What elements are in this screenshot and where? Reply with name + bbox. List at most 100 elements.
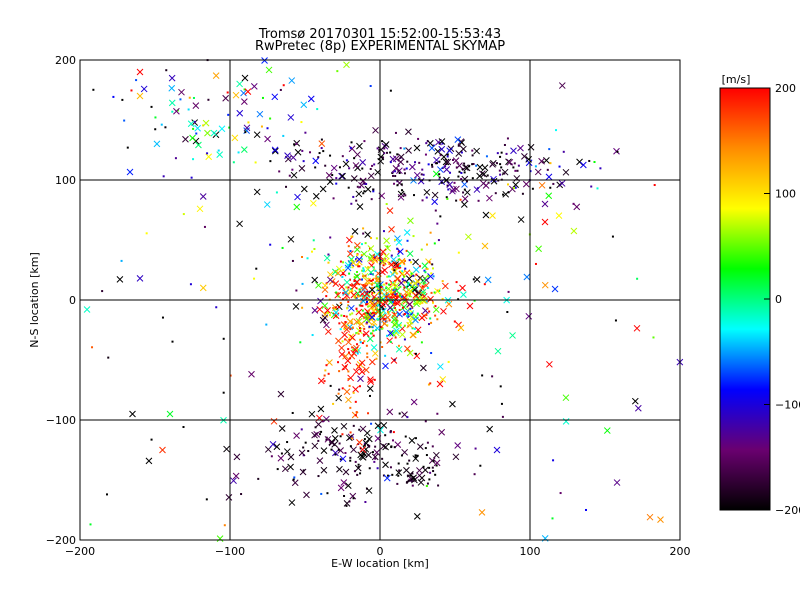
scatter-point: [354, 400, 357, 403]
scatter-point: [486, 425, 494, 433]
scatter-point: [513, 175, 521, 182]
scatter-point: [378, 280, 381, 283]
scatter-point: [356, 185, 359, 188]
scatter-point: [603, 427, 611, 434]
scatter-point: [334, 308, 337, 311]
scatter-point: [353, 470, 356, 473]
scatter-point: [312, 157, 320, 165]
scatter-point: [446, 155, 449, 158]
scatter-point: [345, 315, 348, 318]
scatter-point: [387, 312, 390, 315]
scatter-point: [350, 446, 357, 454]
scatter-point: [500, 166, 503, 169]
scatter-point: [341, 273, 344, 276]
y-axis-label: N-S location [km]: [28, 252, 41, 348]
scatter-point: [386, 310, 389, 313]
scatter-point: [365, 487, 373, 494]
scatter-point: [535, 245, 542, 253]
scatter-point: [339, 301, 342, 304]
scatter-point: [439, 215, 442, 218]
scatter-point: [483, 283, 486, 286]
scatter-point: [356, 203, 364, 210]
scatter-point: [350, 202, 353, 205]
scatter-point: [358, 428, 361, 431]
scatter-point: [506, 137, 509, 140]
scatter-point: [429, 471, 432, 474]
scatter-point: [414, 161, 417, 164]
scatter-point: [596, 187, 599, 190]
scatter-point: [440, 153, 448, 161]
x-tick-label: −200: [65, 545, 95, 558]
y-tick-label: 200: [55, 54, 76, 67]
scatter-point: [347, 300, 350, 303]
scatter-point: [408, 314, 416, 321]
scatter-point: [346, 236, 353, 244]
scatter-point: [403, 147, 406, 150]
scatter-point: [364, 274, 367, 277]
scatter-point: [303, 491, 310, 499]
scatter-point: [438, 145, 446, 153]
scatter-point: [558, 180, 566, 187]
scatter-point: [351, 290, 354, 293]
scatter-point: [453, 320, 456, 323]
scatter-point: [354, 414, 357, 417]
scatter-point: [517, 164, 520, 167]
scatter-point: [441, 167, 444, 170]
scatter-point: [324, 435, 332, 443]
scatter-point: [393, 446, 396, 449]
scatter-point: [438, 176, 441, 179]
scatter-point: [386, 292, 389, 295]
scatter-point: [168, 99, 176, 107]
scatter-point: [375, 306, 378, 309]
scatter-point: [401, 189, 404, 192]
scatter-point: [372, 254, 375, 257]
scatter-point: [231, 134, 239, 142]
scatter-point: [347, 351, 350, 354]
scatter-point: [444, 158, 452, 166]
scatter-point: [233, 453, 241, 461]
scatter-point: [320, 430, 323, 433]
scatter-point: [293, 143, 296, 146]
scatter-point: [405, 275, 413, 282]
scatter-point: [446, 197, 449, 200]
scatter-point: [332, 280, 340, 287]
scatter-point: [384, 244, 392, 252]
scatter-point: [349, 459, 352, 462]
scatter-point: [112, 95, 115, 98]
scatter-point: [410, 261, 413, 264]
scatter-point: [452, 453, 460, 461]
scatter-point: [317, 439, 320, 442]
scatter-point: [432, 144, 435, 147]
scatter-point: [391, 300, 394, 303]
scatter-point: [396, 310, 403, 318]
scatter-point: [380, 325, 383, 328]
scatter-point: [347, 304, 355, 312]
scatter-point: [555, 129, 558, 132]
scatter-point: [459, 198, 462, 201]
scatter-point: [408, 459, 411, 462]
scatter-point: [369, 247, 372, 250]
scatter-point: [349, 431, 352, 434]
scatter-point: [633, 324, 641, 332]
scatter-point: [326, 492, 329, 495]
scatter-point: [417, 479, 425, 486]
scatter-point: [348, 167, 351, 170]
scatter-point: [546, 360, 553, 368]
scatter-point: [342, 289, 349, 296]
scatter-point: [357, 265, 360, 268]
scatter-point: [338, 344, 345, 352]
scatter-point: [373, 378, 376, 381]
scatter-point: [412, 266, 420, 274]
scatter-point: [192, 127, 195, 130]
scatter-point: [398, 292, 401, 295]
scatter-point: [232, 472, 240, 480]
scatter-point: [352, 348, 355, 351]
scatter-point: [386, 151, 389, 154]
scatter-point: [546, 168, 549, 171]
scatter-point: [486, 174, 489, 177]
colorbar-label: [m/s]: [722, 73, 751, 86]
scatter-point: [307, 95, 315, 103]
scatter-point: [334, 453, 337, 456]
scatter-point: [438, 173, 441, 176]
scatter-point: [489, 161, 496, 168]
